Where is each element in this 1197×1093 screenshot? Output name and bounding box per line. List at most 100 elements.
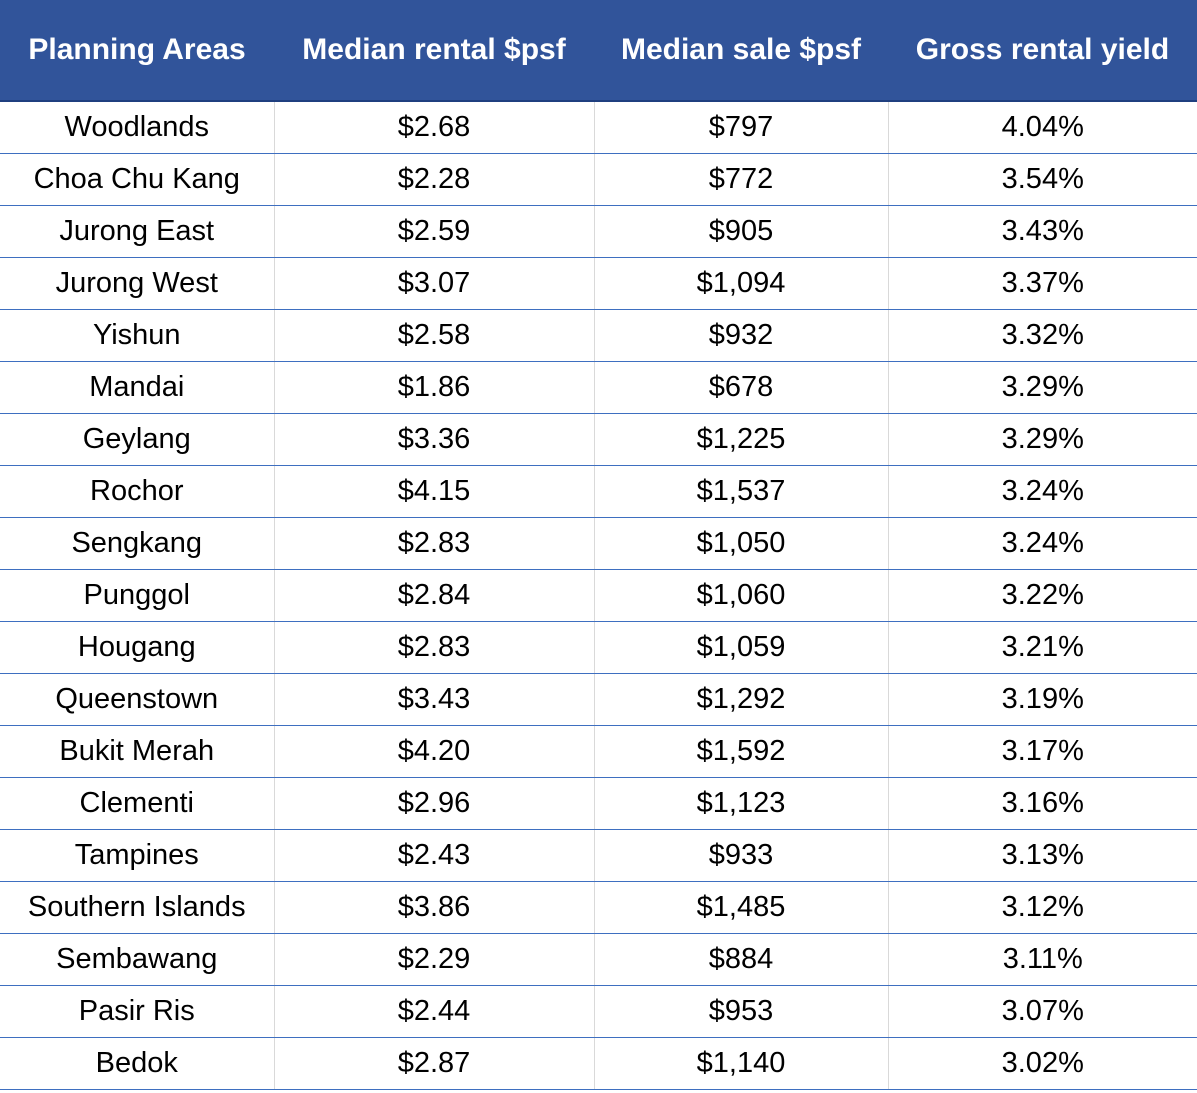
- median-sale-cell: $1,592: [594, 725, 889, 778]
- median-sale-cell: $1,140: [594, 1037, 889, 1090]
- median-rental-cell: $2.29: [274, 933, 595, 986]
- gross-yield-cell: 4.04%: [888, 101, 1197, 154]
- table-row: Woodlands $2.68 $797 4.04%: [0, 101, 1197, 154]
- header-row: Planning Areas Median rental $psf Median…: [0, 0, 1197, 102]
- table-row: Clementi $2.96 $1,123 3.16%: [0, 777, 1197, 830]
- table-row: Tampines $2.43 $933 3.13%: [0, 829, 1197, 882]
- median-rental-cell: $2.58: [274, 309, 595, 362]
- gross-yield-cell: 3.19%: [888, 673, 1197, 726]
- planning-area-cell: Choa Chu Kang: [0, 153, 275, 206]
- table-row: Yishun $2.58 $932 3.32%: [0, 309, 1197, 362]
- header-gross-rental-yield: Gross rental yield: [888, 0, 1197, 102]
- median-rental-cell: $1.86: [274, 361, 595, 414]
- gross-yield-cell: 3.37%: [888, 257, 1197, 310]
- gross-yield-cell: 3.07%: [888, 985, 1197, 1038]
- table-row: Punggol $2.84 $1,060 3.22%: [0, 569, 1197, 622]
- table-row: Mandai $1.86 $678 3.29%: [0, 361, 1197, 414]
- median-rental-cell: $2.68: [274, 101, 595, 154]
- median-sale-cell: $1,225: [594, 413, 889, 466]
- table-row: Queenstown $3.43 $1,292 3.19%: [0, 673, 1197, 726]
- median-rental-cell: $2.59: [274, 205, 595, 258]
- table-row: Southern Islands $3.86 $1,485 3.12%: [0, 881, 1197, 934]
- median-rental-cell: $3.86: [274, 881, 595, 934]
- planning-area-cell: Jurong East: [0, 205, 275, 258]
- median-sale-cell: $933: [594, 829, 889, 882]
- gross-yield-cell: 3.02%: [888, 1037, 1197, 1090]
- gross-yield-cell: 3.54%: [888, 153, 1197, 206]
- planning-area-cell: Yishun: [0, 309, 275, 362]
- gross-yield-cell: 3.16%: [888, 777, 1197, 830]
- planning-area-cell: Tampines: [0, 829, 275, 882]
- median-sale-cell: $884: [594, 933, 889, 986]
- planning-area-cell: Rochor: [0, 465, 275, 518]
- median-sale-cell: $772: [594, 153, 889, 206]
- planning-area-cell: Sengkang: [0, 517, 275, 570]
- median-rental-cell: $4.20: [274, 725, 595, 778]
- table-row: Pasir Ris $2.44 $953 3.07%: [0, 985, 1197, 1038]
- gross-yield-cell: 3.29%: [888, 361, 1197, 414]
- planning-area-cell: Mandai: [0, 361, 275, 414]
- median-sale-cell: $953: [594, 985, 889, 1038]
- table-row: Geylang $3.36 $1,225 3.29%: [0, 413, 1197, 466]
- median-rental-cell: $2.28: [274, 153, 595, 206]
- median-sale-cell: $1,050: [594, 517, 889, 570]
- median-rental-cell: $2.84: [274, 569, 595, 622]
- gross-yield-cell: 3.21%: [888, 621, 1197, 674]
- table-header: Planning Areas Median rental $psf Median…: [0, 0, 1197, 102]
- header-median-sale-psf: Median sale $psf: [594, 0, 888, 102]
- planning-area-cell: Hougang: [0, 621, 275, 674]
- median-sale-cell: $932: [594, 309, 889, 362]
- median-rental-cell: $2.44: [274, 985, 595, 1038]
- planning-area-cell: Bukit Merah: [0, 725, 275, 778]
- planning-area-cell: Jurong West: [0, 257, 275, 310]
- median-rental-cell: $4.15: [274, 465, 595, 518]
- planning-area-cell: Geylang: [0, 413, 275, 466]
- median-rental-cell: $3.36: [274, 413, 595, 466]
- gross-yield-cell: 3.24%: [888, 465, 1197, 518]
- median-sale-cell: $1,123: [594, 777, 889, 830]
- table-body: Woodlands $2.68 $797 4.04% Choa Chu Kang $2.2…: [0, 101, 1197, 1090]
- median-rental-cell: $2.43: [274, 829, 595, 882]
- median-sale-cell: $678: [594, 361, 889, 414]
- median-rental-cell: $2.87: [274, 1037, 595, 1090]
- table-row: Bedok $2.87 $1,140 3.02%: [0, 1037, 1197, 1090]
- median-sale-cell: $1,537: [594, 465, 889, 518]
- median-sale-cell: $1,485: [594, 881, 889, 934]
- median-sale-cell: $1,059: [594, 621, 889, 674]
- gross-yield-cell: 3.17%: [888, 725, 1197, 778]
- planning-area-cell: Clementi: [0, 777, 275, 830]
- median-sale-cell: $1,060: [594, 569, 889, 622]
- planning-area-cell: Sembawang: [0, 933, 275, 986]
- table-row: Jurong West $3.07 $1,094 3.37%: [0, 257, 1197, 310]
- header-planning-areas: Planning Areas: [0, 0, 274, 102]
- planning-area-cell: Woodlands: [0, 101, 275, 154]
- table-row: Sembawang $2.29 $884 3.11%: [0, 933, 1197, 986]
- header-median-rental-psf: Median rental $psf: [274, 0, 594, 102]
- planning-area-cell: Queenstown: [0, 673, 275, 726]
- table-row: Jurong East $2.59 $905 3.43%: [0, 205, 1197, 258]
- median-rental-cell: $3.07: [274, 257, 595, 310]
- planning-area-cell: Punggol: [0, 569, 275, 622]
- gross-yield-cell: 3.22%: [888, 569, 1197, 622]
- planning-area-cell: Pasir Ris: [0, 985, 275, 1038]
- gross-yield-cell: 3.29%: [888, 413, 1197, 466]
- median-sale-cell: $1,292: [594, 673, 889, 726]
- gross-yield-cell: 3.12%: [888, 881, 1197, 934]
- gross-yield-cell: 3.24%: [888, 517, 1197, 570]
- median-sale-cell: $1,094: [594, 257, 889, 310]
- median-sale-cell: $905: [594, 205, 889, 258]
- median-rental-cell: $2.83: [274, 517, 595, 570]
- gross-yield-cell: 3.11%: [888, 933, 1197, 986]
- gross-yield-cell: 3.43%: [888, 205, 1197, 258]
- median-rental-cell: $2.83: [274, 621, 595, 674]
- planning-area-cell: Southern Islands: [0, 881, 275, 934]
- table-row: Choa Chu Kang $2.28 $772 3.54%: [0, 153, 1197, 206]
- gross-yield-cell: 3.32%: [888, 309, 1197, 362]
- planning-area-cell: Bedok: [0, 1037, 275, 1090]
- median-sale-cell: $797: [594, 101, 889, 154]
- table-row: Rochor $4.15 $1,537 3.24%: [0, 465, 1197, 518]
- table-row: Bukit Merah $4.20 $1,592 3.17%: [0, 725, 1197, 778]
- gross-yield-cell: 3.13%: [888, 829, 1197, 882]
